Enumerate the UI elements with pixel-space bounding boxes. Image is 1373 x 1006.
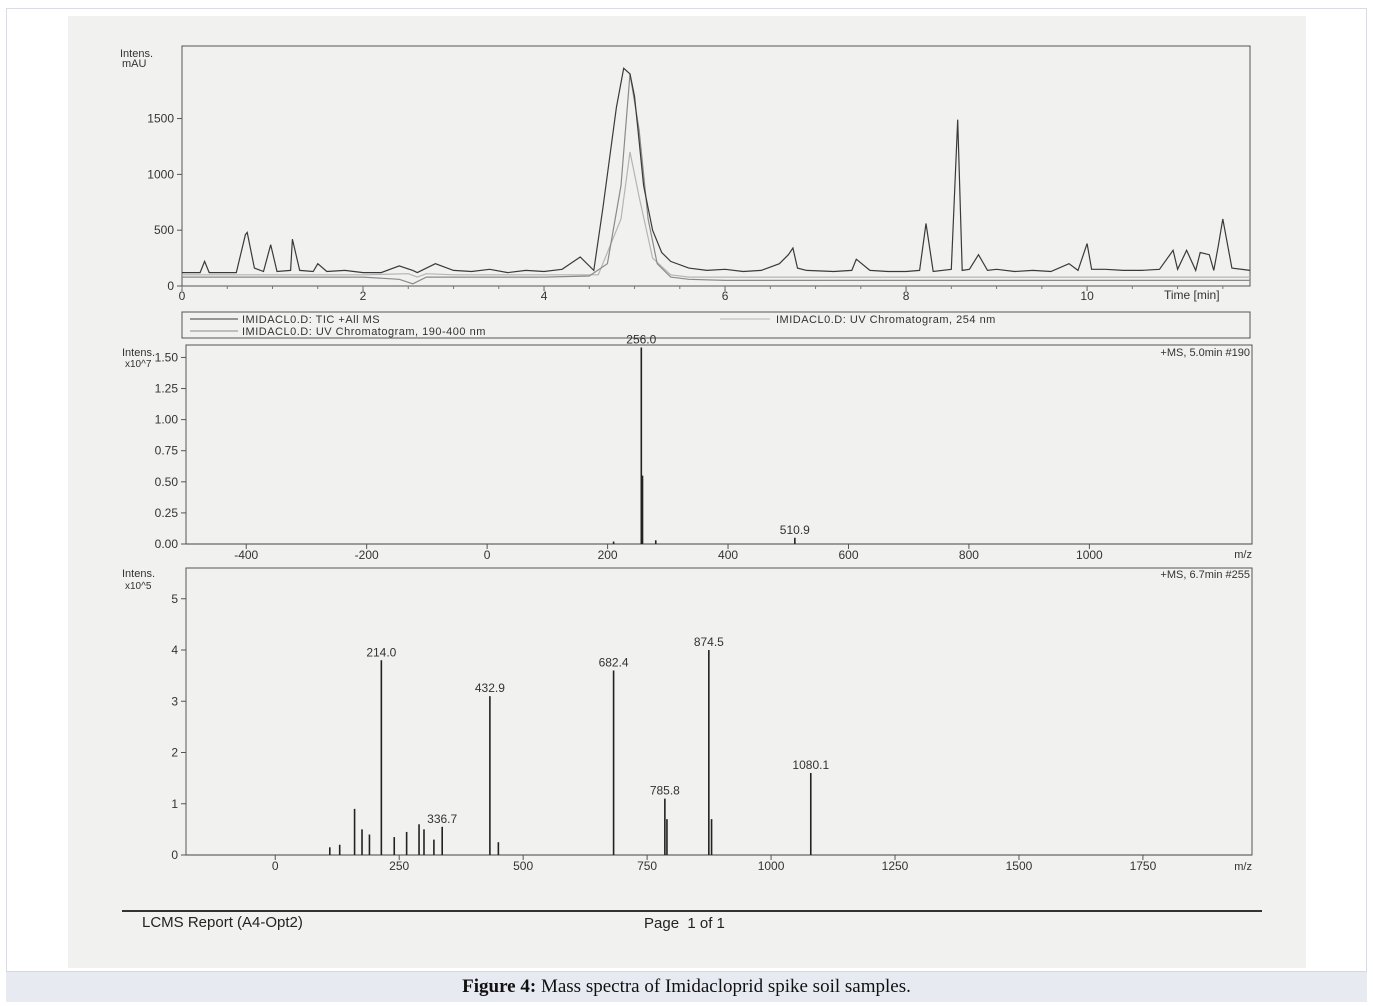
chromatogram-y-tick-label: 1000 bbox=[147, 167, 174, 181]
ms-6-7min-y-tick-label: 0 bbox=[171, 848, 178, 862]
ms-6-7min-y-tick-label: 4 bbox=[171, 643, 178, 657]
chromatogram-y-tick-label: 1500 bbox=[147, 112, 174, 126]
chromatogram-ylabel-1: Intens. bbox=[120, 48, 153, 60]
scanned-report bbox=[68, 16, 1306, 968]
chromatogram-x-tick-label: 0 bbox=[179, 289, 186, 303]
chromatogram-panel: Intens. mAU Time [min] 0 2 4 6 8 10 0 500 1000 15… bbox=[120, 45, 1251, 303]
legend-entry-uv-254: IMIDACL0.D: UV Chromatogram, 254 nm bbox=[776, 314, 996, 326]
ms-5min-y-tick-label: 0.75 bbox=[155, 444, 179, 458]
ms-6-7min-y-tick-label: 5 bbox=[171, 592, 178, 606]
ms-5min-x-tick-label: 0 bbox=[484, 548, 491, 562]
ms-6-7min-peak-label: 1080.1 bbox=[792, 758, 829, 772]
ms-5min-y-tick-label: 0.25 bbox=[155, 506, 179, 520]
ms-6-7min-ylabel-1: Intens. bbox=[122, 568, 155, 580]
ms-5min-y-tick-label: 0.00 bbox=[155, 537, 179, 551]
ms-spectrum-5min-panel: Intens. x10^7 +MS, 5.0min #190 m/z -400 -… bbox=[122, 332, 1253, 562]
ms-5min-annotation: +MS, 5.0min #190 bbox=[1160, 347, 1250, 359]
ms-5min-x-tick-label: 1000 bbox=[1076, 548, 1103, 562]
ms-spectrum-5min-frame bbox=[185, 344, 1253, 545]
ms-5min-x-tick-label: 800 bbox=[959, 548, 979, 562]
ms-5min-y-tick-label: 0.50 bbox=[155, 475, 179, 489]
figure-caption: Figure 4: Mass spectra of Imidacloprid s… bbox=[462, 976, 911, 998]
legend-entry-tic: IMIDACL0.D: TIC +All MS bbox=[242, 314, 380, 326]
ms-5min-peak-label: 510.9 bbox=[780, 523, 810, 537]
ms-5min-x-tick-label: 600 bbox=[838, 548, 858, 562]
figure-caption-bar: Figure 4: Mass spectra of Imidacloprid s… bbox=[6, 971, 1367, 1002]
chromatogram-series-line bbox=[182, 151, 1250, 278]
ms-5min-y-tick-label: 1.25 bbox=[155, 382, 179, 396]
chromatogram-ylabel-2: mAU bbox=[122, 58, 147, 70]
legend-entry-uv-190: IMIDACL0.D: UV Chromatogram, 190-400 nm bbox=[242, 326, 486, 338]
ms-6-7min-peak-label: 874.5 bbox=[694, 635, 724, 649]
chromatogram-frame bbox=[181, 45, 1251, 287]
ms-5min-xlabel: m/z bbox=[1234, 549, 1252, 561]
ms-6-7min-y-tick-label: 2 bbox=[171, 746, 178, 760]
chromatogram-x-tick-label: 2 bbox=[360, 289, 367, 303]
ms-6-7min-xlabel: m/z bbox=[1234, 861, 1252, 873]
ms-5min-x-tick-label: 400 bbox=[718, 548, 738, 562]
ms-6-7min-peak-label: 432.9 bbox=[475, 681, 505, 695]
ms-6-7min-y-tick-label: 3 bbox=[171, 694, 178, 708]
ms-6-7min-peak-label: 336.7 bbox=[427, 812, 457, 826]
report-title: LCMS Report (A4-Opt2) bbox=[142, 914, 303, 931]
ms-6-7min-peak-label: 214.0 bbox=[366, 645, 396, 659]
ms-5min-ylabel-1: Intens. bbox=[122, 347, 155, 359]
ms-5min-peak-label: 256.0 bbox=[626, 332, 656, 346]
ms-6-7min-x-tick-label: 1750 bbox=[1130, 859, 1157, 873]
chromatogram-x-tick-label: 8 bbox=[903, 289, 910, 303]
ms-6-7min-x-tick-label: 0 bbox=[272, 859, 279, 873]
ms-spectrum-6-7min-frame bbox=[185, 567, 1253, 856]
chromatogram-legend: IMIDACL0.D: TIC +All MS IMIDACL0.D: UV C… bbox=[181, 311, 1251, 339]
ms-5min-x-tick-label: -200 bbox=[355, 548, 379, 562]
ms-5min-x-tick-label: 200 bbox=[598, 548, 618, 562]
chromatogram-series-line bbox=[182, 73, 1250, 285]
ms-6-7min-x-tick-label: 1250 bbox=[882, 859, 909, 873]
report-page-number: Page 1 of 1 bbox=[644, 915, 725, 932]
ms-5min-x-tick-label: -400 bbox=[234, 548, 258, 562]
chromatogram-x-tick-label: 4 bbox=[541, 289, 548, 303]
chromatogram-xlabel: Time [min] bbox=[1164, 288, 1220, 302]
ms-6-7min-annotation: +MS, 6.7min #255 bbox=[1160, 569, 1250, 581]
chromatogram-x-tick-label: 10 bbox=[1080, 289, 1094, 303]
figure-caption-text: Mass spectra of Imidacloprid spike soil … bbox=[540, 976, 911, 997]
legend-box bbox=[181, 311, 1251, 339]
ms-5min-y-tick-label: 1.50 bbox=[155, 350, 179, 364]
chromatogram-y-tick-label: 0 bbox=[167, 279, 174, 293]
ms-6-7min-x-tick-label: 500 bbox=[513, 859, 533, 873]
ms-5min-ylabel-2: x10^7 bbox=[125, 359, 152, 370]
ms-5min-y-tick-label: 1.00 bbox=[155, 413, 179, 427]
ms-6-7min-x-tick-label: 250 bbox=[389, 859, 409, 873]
chromatogram-x-tick-label: 6 bbox=[722, 289, 729, 303]
ms-6-7min-ylabel-2: x10^5 bbox=[125, 581, 152, 592]
ms-6-7min-peak-label: 682.4 bbox=[599, 656, 629, 670]
ms-6-7min-peak-label: 785.8 bbox=[650, 784, 680, 798]
ms-6-7min-x-tick-label: 1500 bbox=[1006, 859, 1033, 873]
chromatogram-y-tick-label: 500 bbox=[154, 223, 174, 237]
ms-6-7min-x-tick-label: 750 bbox=[637, 859, 657, 873]
ms-6-7min-y-tick-label: 1 bbox=[171, 797, 178, 811]
ms-spectrum-6-7min-panel: Intens. x10^5 +MS, 6.7min #255 m/z 0 250 5… bbox=[122, 567, 1253, 873]
ms-6-7min-x-tick-label: 1000 bbox=[758, 859, 785, 873]
figure-caption-label: Figure 4: bbox=[462, 976, 537, 997]
chromatogram-series-line bbox=[182, 67, 1251, 274]
